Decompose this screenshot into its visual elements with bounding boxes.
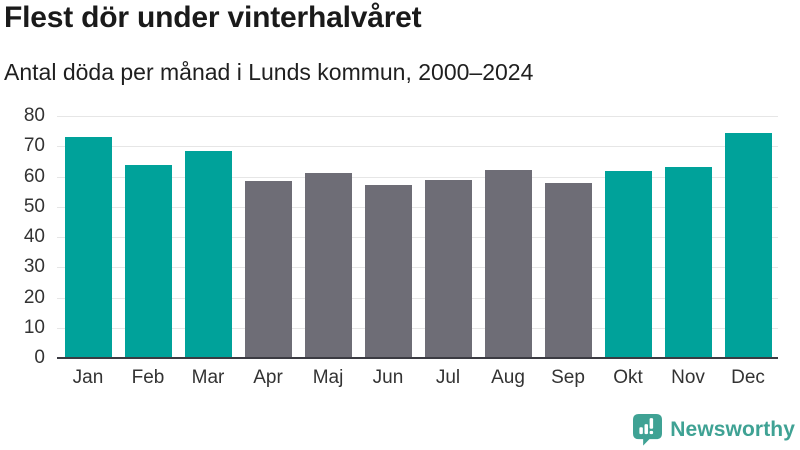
gridline-20 — [57, 297, 778, 299]
bar-dec — [724, 132, 772, 358]
gridline-70 — [57, 146, 778, 148]
y-axis: 0 10 20 30 40 50 60 70 80 — [0, 105, 45, 368]
bar-jan — [64, 137, 112, 358]
y-tick-label-60: 60 — [23, 165, 45, 187]
bar-maj — [304, 172, 352, 358]
logo-exclamation-bar — [649, 418, 654, 429]
bar-jul — [424, 179, 472, 358]
x-tick-label-maj: Maj — [312, 367, 344, 388]
chart-title: Flest dör under vinterhalvåret — [4, 1, 422, 34]
bar-mar — [184, 151, 232, 358]
gridline-50 — [57, 206, 778, 208]
x-tick-label-jan: Jan — [72, 367, 104, 388]
bar-nov — [664, 167, 712, 358]
bar-slot-dec — [718, 116, 778, 358]
x-tick-label-jul: Jul — [435, 367, 461, 388]
x-tick-label-feb: Feb — [131, 367, 165, 388]
bar-slot-apr — [238, 116, 298, 358]
bar-jun — [364, 185, 412, 358]
x-tick-label-dec: Dec — [731, 367, 765, 388]
y-tick-label-10: 10 — [23, 316, 45, 338]
y-tick-label-80: 80 — [23, 105, 45, 126]
gridline-30 — [57, 267, 778, 269]
newsworthy-speech-bubble-icon — [633, 414, 663, 446]
bar-sep — [544, 183, 592, 358]
bar-slot-okt — [598, 116, 658, 358]
y-tick-label-70: 70 — [23, 135, 45, 157]
bar-slot-feb — [118, 116, 178, 358]
chart-subtitle: Antal döda per månad i Lunds kommun, 200… — [4, 59, 534, 85]
x-tick-label-mar: Mar — [191, 367, 225, 388]
bar-slot-mar — [178, 116, 238, 358]
bar-slot-nov — [658, 116, 718, 358]
newsworthy-logo[interactable]: Newsworthy — [633, 414, 795, 446]
bar-slot-aug — [478, 116, 538, 358]
x-tick-label-sep: Sep — [551, 367, 585, 388]
bar-aug — [484, 169, 532, 358]
x-axis: Jan Feb Mar Apr Maj Jun Jul Aug Sep Okt Nov Dec — [58, 367, 778, 389]
bar-slot-jul — [418, 116, 478, 358]
y-tick-label-30: 30 — [23, 256, 45, 278]
gridline-80 — [57, 116, 778, 117]
bars-layer — [58, 116, 778, 358]
x-tick-label-aug: Aug — [491, 367, 525, 388]
brand-name: Newsworthy — [670, 418, 795, 441]
x-tick-label-nov: Nov — [671, 367, 705, 388]
bar-slot-jun — [358, 116, 418, 358]
y-tick-label-50: 50 — [23, 195, 45, 217]
x-tick-label-jun: Jun — [372, 367, 404, 388]
bar-slot-maj — [298, 116, 358, 358]
y-tick-label-20: 20 — [23, 286, 45, 308]
logo-bar-tall — [644, 424, 649, 435]
y-tick-label-0: 0 — [34, 347, 45, 368]
gridline-10 — [57, 327, 778, 329]
x-tick-label-okt: Okt — [613, 367, 643, 388]
x-axis-line — [57, 357, 778, 359]
bar-apr — [244, 181, 292, 358]
plot-area — [57, 116, 778, 358]
bar-feb — [124, 165, 172, 358]
bar-slot-sep — [538, 116, 598, 358]
bar-slot-jan — [58, 116, 118, 358]
gridline-40 — [57, 237, 778, 238]
logo-exclamation-dot — [649, 430, 654, 435]
logo-bar-short — [639, 427, 644, 435]
y-tick-label-40: 40 — [23, 226, 45, 247]
gridline-60 — [57, 176, 778, 178]
x-tick-label-apr: Apr — [253, 367, 283, 388]
bar-okt — [604, 171, 652, 358]
